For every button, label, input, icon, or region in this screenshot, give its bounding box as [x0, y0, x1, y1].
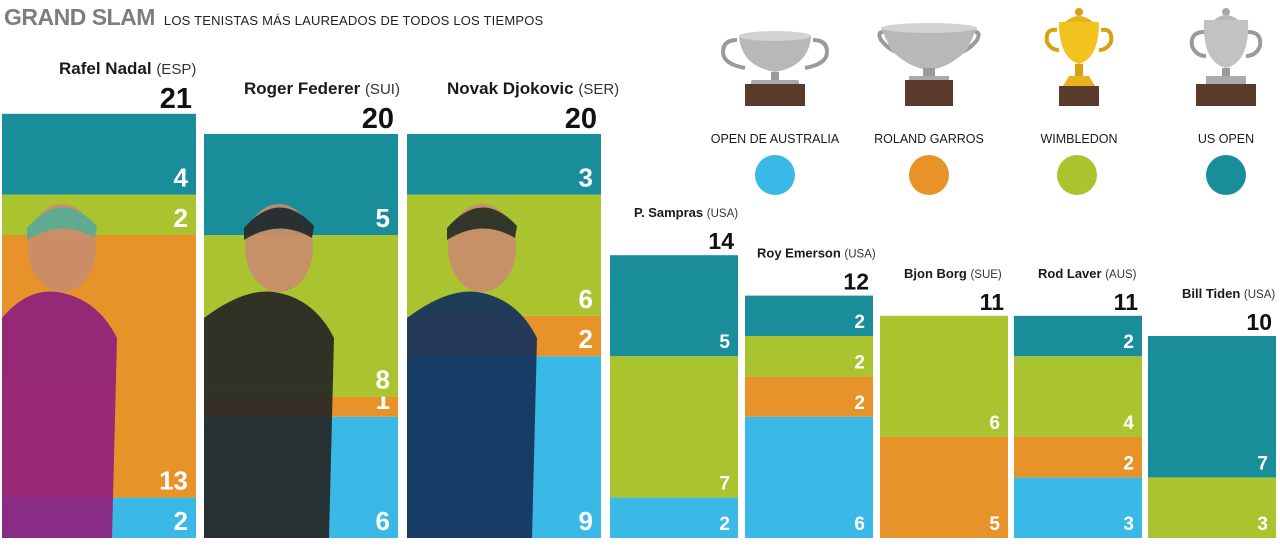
bar-segment-us-open [1014, 315, 1142, 357]
bar-segment-us-open [610, 255, 738, 357]
segment-value-label: 2 [174, 506, 188, 536]
player-photo [204, 204, 334, 538]
total-label: 11 [980, 289, 1005, 315]
legend-item-open-de-australia: OPEN DE AUSTRALIA [695, 6, 855, 195]
cup-icon [877, 23, 981, 106]
page-title: GRAND SLAM [4, 4, 155, 30]
player-name-label: Bill Tiden (USA) [1182, 286, 1275, 301]
segment-value-label: 6 [989, 413, 1000, 434]
bar-segment-wimbledon [880, 315, 1008, 437]
bar-segment-us-open [2, 113, 196, 195]
segment-value-label: 4 [174, 163, 189, 193]
bar-segment-us-open [1148, 336, 1276, 478]
total-label: 21 [160, 83, 192, 115]
header: GRAND SLAM LOS TENISTAS MÁS LAUREADOS DE… [4, 4, 543, 34]
legend-item-wimbledon: WIMBLEDON [999, 6, 1159, 195]
player-name-label: Roy Emerson (USA) [757, 246, 876, 261]
bar-segment-open-de-australia [610, 497, 738, 538]
segment-value-label: 7 [1257, 453, 1268, 474]
segment-value-label: 2 [579, 324, 593, 354]
trophy-icon [1189, 8, 1263, 106]
segment-value-label: 5 [989, 514, 1000, 535]
segment-value-label: 6 [579, 284, 593, 314]
bar-group-bill-tiden: 3 7 10 Bill Tiden (USA) [1148, 286, 1276, 538]
segment-value-label: 9 [579, 506, 593, 536]
segment-value-label: 8 [376, 365, 390, 395]
legend-label: US OPEN [1197, 132, 1255, 146]
player-name-label: Rod Laver (AUS) [1038, 266, 1137, 281]
total-label: 20 [565, 103, 597, 135]
segment-value-label: 4 [1123, 413, 1134, 434]
segment-value-label: 7 [719, 474, 730, 495]
legend-item-us-open: US OPEN [1146, 6, 1280, 195]
bar-segment-us-open [407, 134, 601, 195]
total-label: 11 [1114, 289, 1139, 315]
legend-label: ROLAND GARROS [874, 132, 984, 146]
bar-segment-open-de-australia [745, 416, 873, 538]
gold-trophy-icon [1044, 8, 1114, 106]
segment-value-label: 3 [1257, 514, 1268, 535]
segment-value-label: 5 [719, 332, 730, 353]
segment-value-label: 6 [854, 514, 865, 535]
bar-segment-roland-garros [745, 376, 873, 417]
legend-item-roland-garros: ROLAND GARROS [849, 6, 1009, 195]
bar-segment-open-de-australia [1014, 477, 1142, 538]
bar-segment-roland-garros [1014, 437, 1142, 478]
segment-value-label: 3 [579, 163, 593, 193]
player-photo [407, 204, 537, 538]
player-name-label: Rafel Nadal (ESP) [59, 59, 196, 78]
bar-segment-roland-garros [880, 437, 1008, 538]
page-subtitle: LOS TENISTAS MÁS LAUREADOS DE TODOS LOS … [163, 13, 544, 28]
bar-group-novak-djokovic: 9 2 6 3 20 Novak Djokovic (SER) [407, 79, 619, 538]
segment-value-label: 2 [854, 352, 865, 373]
bar-segment-us-open [745, 295, 873, 336]
total-label: 14 [708, 228, 734, 254]
bar-group-bjon-borg: 5 6 11 Bjon Borg (SUE) [880, 266, 1008, 538]
legend-dot-us-open [1206, 155, 1246, 195]
total-label: 12 [843, 269, 869, 295]
player-name-label: Roger Federer (SUI) [244, 79, 400, 98]
trophy-icon [720, 31, 830, 106]
bar-segment-wimbledon [1014, 356, 1142, 437]
segment-value-label: 2 [854, 312, 865, 333]
segment-value-label: 6 [376, 506, 390, 536]
segment-value-label: 2 [174, 203, 188, 233]
legend: OPEN DE AUSTRALIA ROLAND GARROS WIMBLEDO… [0, 0, 1280, 200]
segment-value-label: 2 [1123, 332, 1134, 353]
player-name-label: Bjon Borg (SUE) [904, 266, 1002, 281]
legend-dot-open-de-australia [755, 155, 795, 195]
player-name-label: Novak Djokovic (SER) [447, 79, 619, 98]
player-name-label: P. Sampras (USA) [634, 205, 738, 220]
legend-dot-wimbledon [1057, 155, 1097, 195]
segment-value-label: 2 [1123, 453, 1134, 474]
total-label: 20 [362, 103, 394, 135]
segment-value-label: 13 [159, 466, 188, 496]
legend-dot-roland-garros [909, 155, 949, 195]
segment-value-label: 3 [1123, 514, 1134, 535]
segment-value-label: 2 [854, 393, 865, 414]
bar-group-rod-laver: 3 2 4 2 11 Rod Laver (AUS) [1014, 266, 1142, 538]
segment-value-label: 5 [376, 203, 390, 233]
bar-group-roy-emerson: 6 2 2 2 12 Roy Emerson (USA) [745, 246, 876, 538]
bar-group-p-sampras: 2 7 5 14 P. Sampras (USA) [610, 205, 738, 538]
legend-label: OPEN DE AUSTRALIA [710, 132, 840, 146]
total-label: 10 [1246, 309, 1272, 335]
bar-segment-wimbledon [745, 336, 873, 377]
bar-segment-wimbledon [1148, 477, 1276, 538]
player-photo [2, 204, 117, 538]
bar-segment-wimbledon [610, 356, 738, 498]
segment-value-label: 2 [719, 514, 730, 535]
legend-label: WIMBLEDON [1040, 132, 1118, 146]
